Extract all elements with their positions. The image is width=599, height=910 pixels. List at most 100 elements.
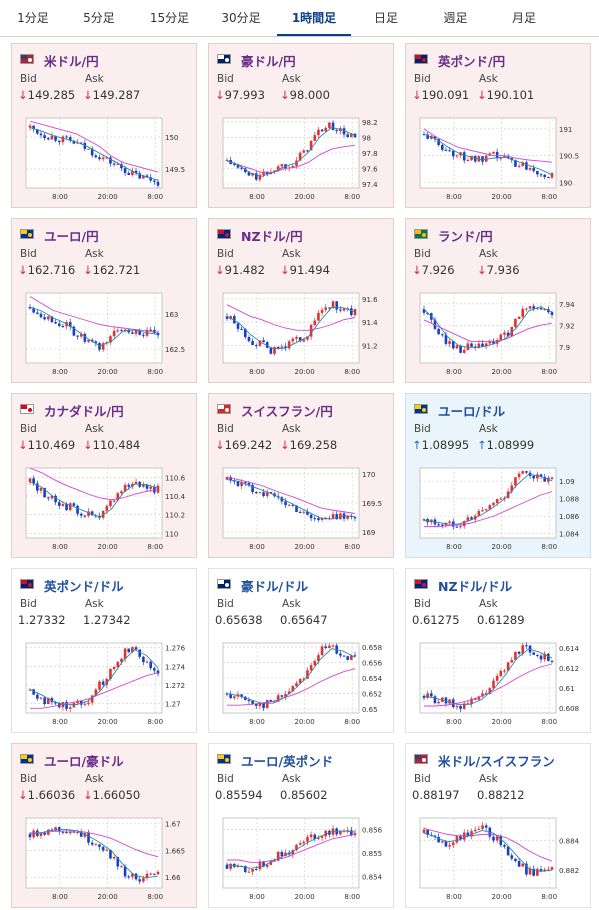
- down-arrow-icon: ↓: [412, 263, 422, 277]
- ask-label: Ask: [282, 248, 301, 260]
- candle-body: [495, 151, 499, 158]
- bid-label: Bid: [20, 423, 37, 435]
- down-arrow-icon: ↓: [477, 263, 487, 277]
- candle-body: [112, 330, 116, 337]
- candle-body: [298, 679, 302, 684]
- candle-body: [123, 648, 127, 659]
- candle-body: [46, 698, 50, 705]
- candle-body: [280, 164, 284, 167]
- candle-body: [247, 172, 251, 176]
- tab-7[interactable]: 週足: [443, 11, 468, 25]
- rate-card[interactable]: ユーロ/英ポンド Bid Ask 0.85594 0.85602 0.856 0.855 0.…: [208, 743, 394, 908]
- pair-name[interactable]: 豪ドル/円: [241, 54, 296, 69]
- x-tick-label: 8:00: [147, 543, 163, 551]
- x-tick-label: 8:00: [446, 543, 462, 551]
- candle-body: [94, 155, 98, 158]
- pair-name[interactable]: カナダドル/円: [44, 404, 124, 419]
- tab-6[interactable]: 日足: [373, 11, 398, 25]
- candle-body: [72, 831, 76, 833]
- moving-average-short: [226, 648, 356, 704]
- candle-body: [536, 308, 539, 310]
- pair-name[interactable]: 英ポンド/円: [438, 54, 506, 69]
- rate-card[interactable]: ユーロ/豪ドル Bid Ask ↓1.66036 ↓1.66050 1.67 1.665 1.…: [11, 743, 197, 908]
- candle-body: [499, 334, 503, 340]
- candle-body: [313, 518, 317, 520]
- bid-value: ↓190.091: [412, 88, 470, 102]
- candle-body: [470, 831, 473, 837]
- candle-body: [94, 844, 98, 846]
- pair-name[interactable]: ユーロ/ドル: [438, 404, 506, 419]
- y-tick-label: 149.5: [165, 166, 185, 174]
- y-tick-label: 0.612: [559, 665, 579, 673]
- candle-body: [295, 160, 298, 166]
- tab-4[interactable]: 30分足: [221, 11, 261, 25]
- x-tick-label: 8:00: [446, 193, 462, 201]
- candle-body: [123, 168, 127, 173]
- tab-2[interactable]: 5分足: [83, 11, 115, 25]
- pair-name[interactable]: NZドル/ドル: [438, 579, 513, 594]
- candle-body: [506, 155, 510, 158]
- pair-name[interactable]: ユーロ/英ポンド: [241, 754, 334, 769]
- rate-card[interactable]: スイスフラン/円 Bid Ask ↓169.242 ↓169.258 170 169.5 16…: [208, 393, 394, 558]
- candle-body: [466, 343, 470, 350]
- tab-1[interactable]: 1分足: [17, 11, 49, 25]
- pair-name[interactable]: ランド/円: [438, 229, 493, 244]
- candle-body: [105, 849, 109, 851]
- y-tick-label: 1.086: [559, 513, 580, 521]
- rate-card[interactable]: NZドル/円 Bid Ask ↓91.482 ↓91.494 91.6 91.4 91.2 8:…: [208, 218, 394, 383]
- candle-body: [90, 842, 94, 845]
- rate-card[interactable]: ユーロ/円 Bid Ask ↓162.716 ↓162.721 163 162.5 8:00 2…: [11, 218, 197, 383]
- y-tick-label: 150: [165, 134, 178, 142]
- rate-card[interactable]: カナダドル/円 Bid Ask ↓110.469 ↓110.484 110.6 110.4 1…: [11, 393, 197, 558]
- y-tick-label: 91.4: [362, 319, 378, 327]
- candle-body: [477, 696, 481, 700]
- x-tick-label: 20:00: [492, 718, 512, 726]
- y-tick-label: 1.67: [165, 820, 181, 828]
- rate-card[interactable]: 豪ドル/円 Bid Ask ↓97.993 ↓98.000 98.2 98 97.8 97.6 9…: [208, 43, 394, 208]
- candle-body: [466, 160, 470, 162]
- bid-value: 0.85594: [215, 788, 263, 802]
- pair-name[interactable]: ユーロ/豪ドル: [44, 754, 124, 769]
- candle-body: [317, 312, 320, 321]
- moving-average-long: [29, 296, 159, 333]
- pair-name[interactable]: 米ドル/スイスフラン: [438, 754, 555, 769]
- bid-label: Bid: [217, 773, 234, 785]
- rate-card[interactable]: NZドル/ドル Bid Ask 0.61275 0.61289 0.614 0.612 0.6…: [405, 568, 591, 733]
- ask-label: Ask: [85, 773, 104, 785]
- pair-name[interactable]: スイスフラン/円: [241, 404, 333, 419]
- tab-5[interactable]: 1時間足: [277, 0, 351, 36]
- pair-name[interactable]: 米ドル/円: [44, 54, 99, 69]
- rate-card[interactable]: 豪ドル/ドル Bid Ask 0.65638 0.65647 0.658 0.656 0.65…: [208, 568, 394, 733]
- rate-card[interactable]: 英ポンド/ドル Bid Ask 1.27332 1.27342 1.276 1.274 1.2…: [11, 568, 197, 733]
- candle-body: [61, 504, 65, 506]
- rate-card[interactable]: 米ドル/スイスフラン Bid Ask 0.88197 0.88212 0.884 0.882…: [405, 743, 591, 908]
- candle-body: [313, 661, 317, 666]
- tab-3[interactable]: 15分足: [149, 11, 190, 25]
- candle-body: [258, 703, 262, 706]
- candle-body: [65, 702, 68, 709]
- rate-card[interactable]: 英ポンド/円 Bid Ask ↓190.091 ↓190.101 191 190.5 190 8…: [405, 43, 591, 208]
- candle-body: [109, 668, 112, 679]
- pair-name[interactable]: 英ポンド/ドル: [44, 579, 124, 594]
- rate-card[interactable]: ランド/円 Bid Ask ↓7.926 ↓7.936 7.94 7.92 7.9 8:00 20…: [405, 218, 591, 383]
- pair-name[interactable]: ユーロ/円: [44, 229, 99, 244]
- pair-name[interactable]: 豪ドル/ドル: [241, 579, 309, 594]
- candle-body: [280, 346, 284, 348]
- rate-card[interactable]: ユーロ/ドル Bid Ask ↑1.08995 ↑1.08999 1.09 1.088 1.0…: [405, 393, 591, 558]
- candle-body: [353, 833, 357, 836]
- candle-body: [525, 308, 528, 310]
- candle-body: [495, 499, 499, 503]
- y-tick-label: 0.884: [559, 837, 580, 845]
- candle-body: [550, 477, 554, 479]
- pair-name[interactable]: NZドル/円: [241, 229, 303, 244]
- candle-body: [488, 340, 492, 344]
- tab-8[interactable]: 月足: [511, 11, 536, 25]
- candle-body: [65, 832, 68, 834]
- candle-body: [353, 516, 357, 519]
- rate-card[interactable]: 米ドル/円 Bid Ask ↓149.285 ↓149.287 150 149.5 8:00 2…: [11, 43, 197, 208]
- candle-body: [444, 841, 448, 847]
- candle-body: [116, 164, 120, 166]
- candle-body: [302, 678, 306, 680]
- down-arrow-icon: ↓: [280, 88, 290, 102]
